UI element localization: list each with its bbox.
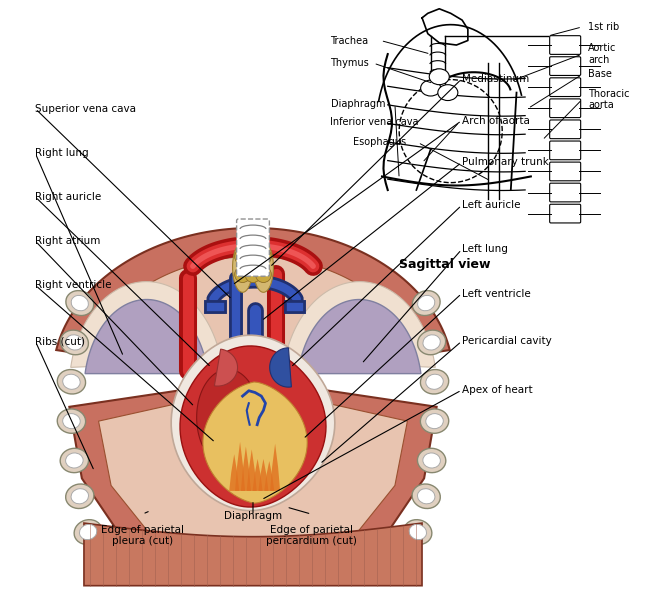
Ellipse shape — [423, 453, 440, 468]
Text: Aortic
arch: Aortic arch — [588, 43, 617, 65]
Ellipse shape — [412, 291, 440, 316]
Ellipse shape — [66, 291, 94, 316]
Ellipse shape — [235, 249, 251, 265]
Polygon shape — [91, 256, 414, 582]
Polygon shape — [258, 459, 268, 491]
Ellipse shape — [256, 267, 272, 283]
FancyBboxPatch shape — [550, 57, 580, 75]
Text: Right lung: Right lung — [36, 149, 89, 158]
Text: Diaphragm: Diaphragm — [224, 510, 282, 521]
Text: Left ventricle: Left ventricle — [461, 289, 530, 298]
FancyBboxPatch shape — [550, 120, 580, 138]
Polygon shape — [84, 523, 422, 586]
Text: Edge of parietal
pleura (cut): Edge of parietal pleura (cut) — [101, 525, 184, 546]
Polygon shape — [253, 242, 274, 292]
Text: Right atrium: Right atrium — [36, 236, 100, 246]
Ellipse shape — [65, 335, 83, 350]
Ellipse shape — [63, 414, 80, 429]
Polygon shape — [197, 369, 253, 446]
Ellipse shape — [245, 249, 261, 265]
Ellipse shape — [79, 524, 97, 540]
Polygon shape — [180, 346, 326, 507]
Ellipse shape — [71, 295, 89, 311]
FancyBboxPatch shape — [550, 99, 580, 117]
Text: 1st rib: 1st rib — [588, 22, 619, 32]
Ellipse shape — [418, 330, 446, 355]
Polygon shape — [253, 459, 262, 491]
Text: Inferior vena cava: Inferior vena cava — [330, 117, 419, 127]
Text: Left lung: Left lung — [461, 244, 508, 255]
Polygon shape — [71, 282, 221, 367]
Ellipse shape — [426, 374, 444, 389]
Polygon shape — [285, 282, 435, 367]
Ellipse shape — [58, 370, 85, 394]
Ellipse shape — [404, 520, 432, 544]
Ellipse shape — [418, 489, 435, 504]
Ellipse shape — [429, 69, 449, 84]
Ellipse shape — [256, 249, 272, 265]
Text: Diaphragm: Diaphragm — [330, 99, 385, 109]
Text: Trachea: Trachea — [330, 35, 369, 46]
FancyBboxPatch shape — [550, 162, 580, 181]
Ellipse shape — [423, 335, 440, 350]
Polygon shape — [270, 348, 292, 387]
Text: Apex of heart: Apex of heart — [461, 385, 532, 395]
Ellipse shape — [245, 267, 261, 283]
Ellipse shape — [65, 484, 94, 509]
Polygon shape — [235, 442, 245, 491]
Text: Esophagus: Esophagus — [354, 137, 407, 147]
Ellipse shape — [60, 330, 89, 355]
Polygon shape — [264, 461, 274, 491]
Ellipse shape — [409, 524, 426, 540]
Ellipse shape — [420, 80, 441, 96]
Polygon shape — [241, 447, 251, 491]
Ellipse shape — [71, 489, 89, 504]
Ellipse shape — [420, 370, 449, 394]
Text: Right ventricle: Right ventricle — [36, 280, 112, 290]
Polygon shape — [171, 335, 335, 510]
Ellipse shape — [418, 295, 435, 311]
Ellipse shape — [63, 374, 80, 389]
Text: Base: Base — [588, 69, 612, 80]
Text: Left auricle: Left auricle — [461, 200, 520, 210]
FancyBboxPatch shape — [550, 141, 580, 160]
Text: Superior vena cava: Superior vena cava — [36, 104, 136, 114]
Ellipse shape — [412, 484, 440, 509]
Ellipse shape — [438, 84, 458, 101]
Ellipse shape — [65, 453, 83, 468]
Text: Edge of parietal
pericardium (cut): Edge of parietal pericardium (cut) — [266, 525, 357, 546]
FancyBboxPatch shape — [550, 183, 580, 202]
Polygon shape — [270, 444, 280, 491]
Ellipse shape — [60, 448, 89, 473]
Text: Thoracic
aorta: Thoracic aorta — [588, 89, 629, 110]
Polygon shape — [203, 382, 307, 503]
Polygon shape — [85, 300, 208, 374]
FancyBboxPatch shape — [550, 78, 580, 96]
FancyBboxPatch shape — [237, 219, 270, 276]
Polygon shape — [229, 454, 239, 491]
FancyBboxPatch shape — [550, 204, 580, 223]
Ellipse shape — [426, 414, 444, 429]
Ellipse shape — [74, 520, 102, 544]
Text: Ribs (cut): Ribs (cut) — [36, 336, 85, 346]
Ellipse shape — [235, 267, 251, 283]
Polygon shape — [214, 349, 237, 386]
Text: Sagittal view: Sagittal view — [399, 258, 490, 271]
FancyBboxPatch shape — [550, 36, 580, 55]
Text: Pericardial cavity: Pericardial cavity — [461, 336, 551, 346]
Text: Pulmonary trunk: Pulmonary trunk — [461, 158, 549, 167]
Polygon shape — [298, 300, 421, 374]
Text: Arch of aorta: Arch of aorta — [461, 116, 529, 126]
Text: Thymus: Thymus — [330, 58, 369, 68]
Text: Right auricle: Right auricle — [36, 192, 102, 202]
Polygon shape — [56, 228, 449, 584]
Text: Mediastinum: Mediastinum — [461, 74, 529, 84]
Polygon shape — [233, 242, 253, 292]
Ellipse shape — [58, 409, 86, 433]
Ellipse shape — [418, 448, 446, 473]
Polygon shape — [247, 449, 256, 491]
Ellipse shape — [420, 409, 449, 433]
